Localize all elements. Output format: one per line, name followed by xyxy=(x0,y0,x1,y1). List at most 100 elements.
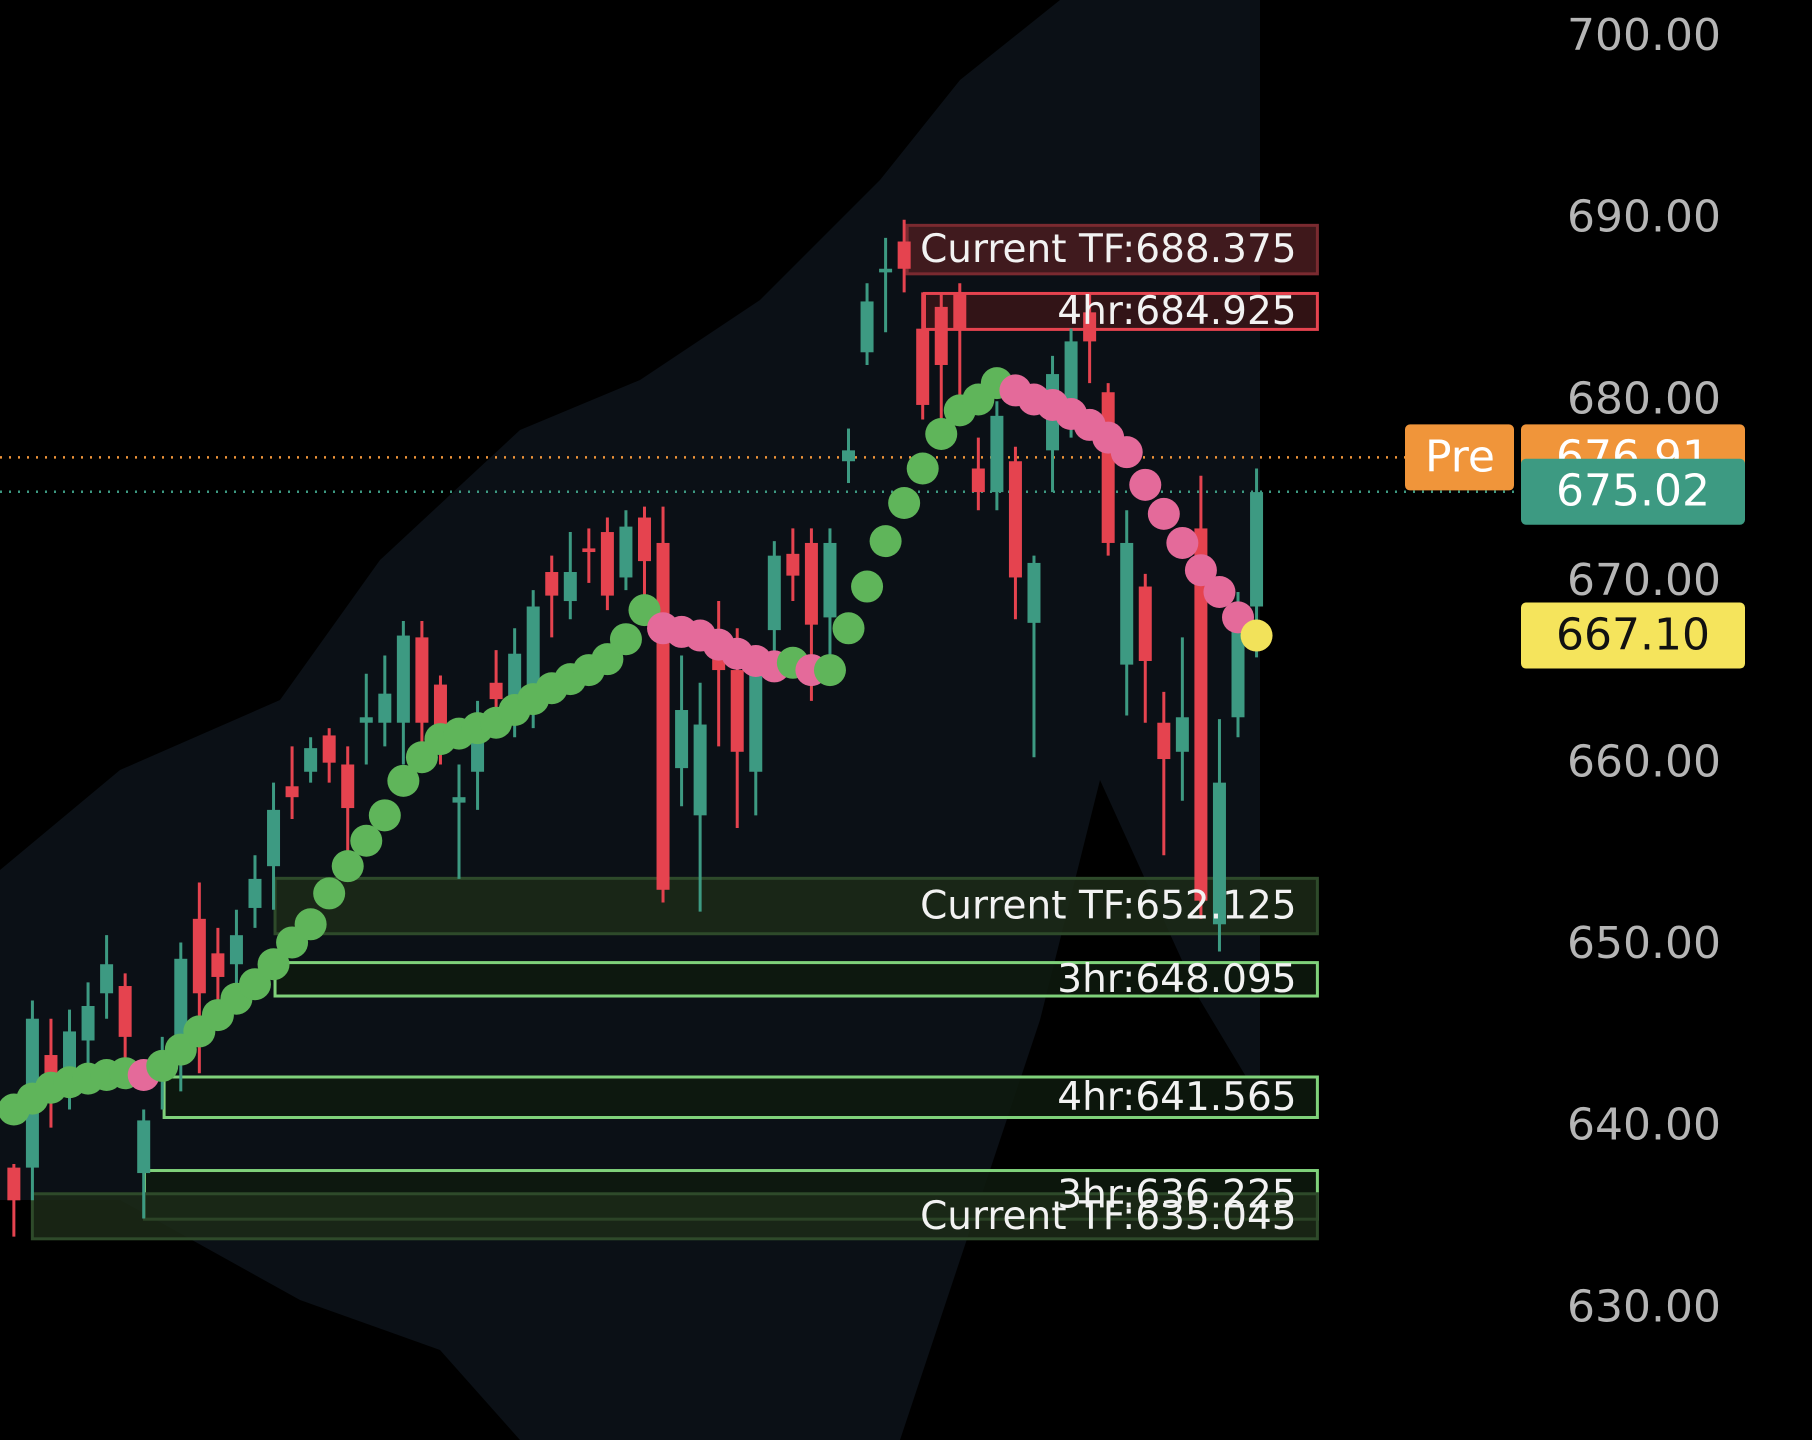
y-tick-label: 650.00 xyxy=(1567,918,1721,969)
candle-body xyxy=(897,241,911,269)
candle-body xyxy=(693,724,707,816)
candle-body xyxy=(934,306,948,365)
trail-dot xyxy=(350,824,383,857)
zone-label: Current TF:688.375 xyxy=(920,227,1297,272)
candle-body xyxy=(823,542,837,618)
candle-body xyxy=(1175,717,1189,752)
candle-body xyxy=(248,878,262,908)
candle-body xyxy=(192,918,206,994)
candle-body xyxy=(786,553,800,576)
candle-body xyxy=(1138,586,1152,661)
candle-body xyxy=(1083,312,1097,342)
candle-body xyxy=(118,986,132,1037)
y-tick-label: 670.00 xyxy=(1567,555,1721,606)
y-tick-label: 660.00 xyxy=(1567,736,1721,787)
trail-dot xyxy=(925,417,958,450)
candle-body xyxy=(804,542,818,625)
candle-body xyxy=(285,786,299,798)
candle-body xyxy=(81,1006,95,1041)
candle-body xyxy=(322,735,336,763)
candle-body xyxy=(563,572,577,602)
trail-dot xyxy=(813,654,846,687)
zone-label: Current TF:635.045 xyxy=(920,1194,1297,1239)
candle-body xyxy=(990,415,1004,493)
candle-body xyxy=(1194,528,1208,901)
candle-body xyxy=(1027,562,1041,623)
y-tick-label: 680.00 xyxy=(1567,373,1721,424)
y-tick-label: 700.00 xyxy=(1567,10,1721,61)
trail-dot xyxy=(1147,497,1180,530)
trail-dot xyxy=(869,525,902,558)
trail-dot xyxy=(368,799,401,832)
zone xyxy=(922,291,1319,331)
candle-body xyxy=(767,555,781,631)
trail-dot xyxy=(1110,436,1143,469)
trail-dot xyxy=(1129,468,1162,501)
candle-body xyxy=(378,693,392,723)
price-tag xyxy=(1521,602,1745,669)
y-tick-label: 640.00 xyxy=(1567,1100,1721,1151)
price-tag-label: 675.02 xyxy=(1556,466,1710,517)
candle-body xyxy=(359,717,373,723)
y-tick-label: 690.00 xyxy=(1567,192,1721,243)
candle-body xyxy=(415,637,429,723)
candle-body xyxy=(637,517,651,562)
trail-dot xyxy=(832,612,865,645)
trail-dot xyxy=(331,850,364,883)
candle-body xyxy=(341,764,355,809)
zone-label: Current TF:652.125 xyxy=(920,884,1297,929)
candle-body xyxy=(916,328,930,405)
candle-body xyxy=(526,606,540,705)
candle-body xyxy=(489,682,503,700)
candle-body xyxy=(860,301,874,353)
zone-label: 4hr:684.925 xyxy=(1057,289,1296,334)
trail-dot xyxy=(1203,575,1236,608)
candle-body xyxy=(7,1167,21,1201)
candle-body xyxy=(1212,782,1226,925)
candle-body xyxy=(1101,392,1115,543)
trail-dot xyxy=(1240,619,1273,652)
trail-dot xyxy=(609,623,642,656)
zone xyxy=(30,1192,1319,1241)
trail-dot xyxy=(1184,554,1217,587)
trail-dot xyxy=(294,908,327,941)
candle-body xyxy=(582,548,596,553)
zone xyxy=(273,876,1319,936)
candle-body xyxy=(842,450,856,462)
trail-dot xyxy=(1166,526,1199,559)
candle-body xyxy=(675,710,689,769)
zone xyxy=(273,961,1319,998)
candle-body xyxy=(749,670,763,772)
candle-body xyxy=(452,797,466,803)
candle-body xyxy=(1231,619,1245,718)
candle-body xyxy=(100,964,114,994)
pre-tag-label: Pre xyxy=(1425,431,1495,482)
zone-label: 3hr:648.095 xyxy=(1057,957,1296,1002)
candle-body xyxy=(879,268,893,273)
zone-label: 3hr:636.225 xyxy=(1057,1172,1296,1217)
y-tick-label: 630.00 xyxy=(1567,1281,1721,1332)
candle-body xyxy=(1157,722,1171,760)
trail-dot xyxy=(851,570,884,603)
candle-body xyxy=(229,935,243,965)
trail-dot xyxy=(387,764,420,797)
zone xyxy=(162,1075,1319,1119)
trail-dot xyxy=(257,948,290,981)
trail-dot xyxy=(313,877,346,910)
candle-body xyxy=(304,748,318,772)
candle-body xyxy=(600,532,614,596)
candle-body xyxy=(730,670,744,752)
price-tag-label: 667.10 xyxy=(1556,610,1710,661)
candle-body xyxy=(1250,492,1264,607)
zone xyxy=(905,223,1319,276)
candle-body xyxy=(1120,542,1134,665)
candle-body xyxy=(267,809,281,867)
candle-body xyxy=(971,468,985,493)
trail-dot xyxy=(906,452,939,485)
candle-body xyxy=(953,294,967,331)
candle-body xyxy=(211,953,225,977)
trail-dot xyxy=(888,487,921,520)
candle-body xyxy=(656,542,670,890)
candle-body xyxy=(137,1120,151,1174)
